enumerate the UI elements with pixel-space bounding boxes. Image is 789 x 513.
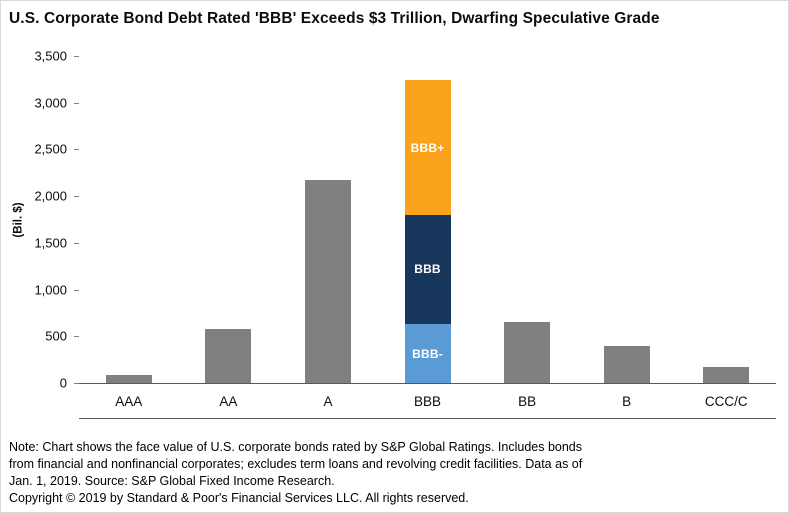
bar-column-ccc-c [676, 56, 776, 383]
bar-column-a [278, 56, 378, 383]
y-tick-label: 1,000 [34, 282, 67, 298]
copyright-line: Copyright © 2019 by Standard & Poor's Fi… [9, 491, 469, 505]
bar-segment-bbb-plus: BBB+ [404, 80, 451, 215]
chart-body: (Bil. $) 0 500 1,000 1,500 2,000 2,500 3,000 3,… [9, 49, 776, 419]
y-tick-mark [74, 383, 79, 384]
bar-column-aaa [79, 56, 179, 383]
y-tick-label: 1,500 [34, 235, 67, 251]
y-tick-mark [74, 242, 79, 244]
x-tick-label-aa: AA [219, 393, 238, 409]
x-tick-label-b: B [622, 393, 632, 409]
y-tick-label: 0 [59, 375, 67, 391]
y-axis-title-column: (Bil. $) [9, 56, 29, 383]
bar-column-aa [179, 56, 279, 383]
y-tick-label: 2,500 [34, 141, 67, 157]
chart-title: U.S. Corporate Bond Debt Rated 'BBB' Exc… [9, 10, 660, 27]
y-tick-label: 3,500 [34, 48, 67, 64]
bar-column-b [577, 56, 677, 383]
x-tick-label-aaa: AAA [115, 393, 143, 409]
bar-segment-bbb-label: BBB [414, 262, 441, 277]
y-axis-title: (Bil. $) [13, 201, 26, 238]
bar-segment-bbb-plus-label: BBB+ [410, 140, 445, 155]
stacked-bar-bbb: BBB+ BBB BBB- [404, 80, 451, 383]
footnote-line-1: Note: Chart shows the face value of U.S.… [9, 440, 583, 454]
y-tick-mark [74, 149, 79, 151]
plot-area: BBB+ BBB BBB- [79, 56, 776, 384]
y-tick-mark [74, 336, 79, 338]
bar-segment-bbb-minus-label: BBB- [412, 346, 443, 361]
footnote-line-3: Jan. 1, 2019. Source: S&P Global Fixed I… [9, 474, 335, 488]
bar-aaa [105, 374, 152, 383]
bar-column-bbb: BBB+ BBB BBB- [378, 56, 478, 383]
y-axis: 0 500 1,000 1,500 2,000 2,500 3,000 3,500 [29, 49, 79, 391]
bar-a [304, 180, 351, 383]
y-tick-mark [74, 56, 79, 57]
bar-aa [205, 328, 252, 383]
bar-b [603, 345, 650, 383]
x-tick-label-ccc-c: CCC/C [704, 393, 748, 409]
footnote-block: Note: Chart shows the face value of U.S.… [9, 439, 728, 507]
y-tick-label: 3,000 [34, 95, 67, 111]
bar-bb [504, 322, 551, 383]
y-tick-label: 2,000 [34, 188, 67, 204]
x-tick-label-bbb: BBB [414, 393, 442, 409]
bar-segment-bbb-minus: BBB- [404, 324, 451, 383]
x-tick-label-a: A [323, 393, 333, 409]
y-tick-mark [74, 196, 79, 198]
y-tick-mark [74, 102, 79, 104]
y-tick-label: 500 [45, 328, 67, 344]
bar-chart: (Bil. $) 0 500 1,000 1,500 2,000 2,500 3,000 3,… [9, 49, 776, 419]
y-tick-mark [74, 289, 79, 291]
plot-column: BBB+ BBB BBB- AAA AA A BBB BB B CCC/C [79, 56, 776, 419]
x-axis: AAA AA A BBB BB B CCC/C [79, 384, 776, 419]
footnote-line-2: from financial and nonfinancial corporat… [9, 457, 583, 471]
x-tick-label-bb: BB [518, 393, 537, 409]
bar-segment-bbb: BBB [404, 214, 451, 325]
bar-ccc-c [703, 367, 750, 383]
bar-column-bb [477, 56, 577, 383]
bars-row: BBB+ BBB BBB- [79, 56, 776, 383]
